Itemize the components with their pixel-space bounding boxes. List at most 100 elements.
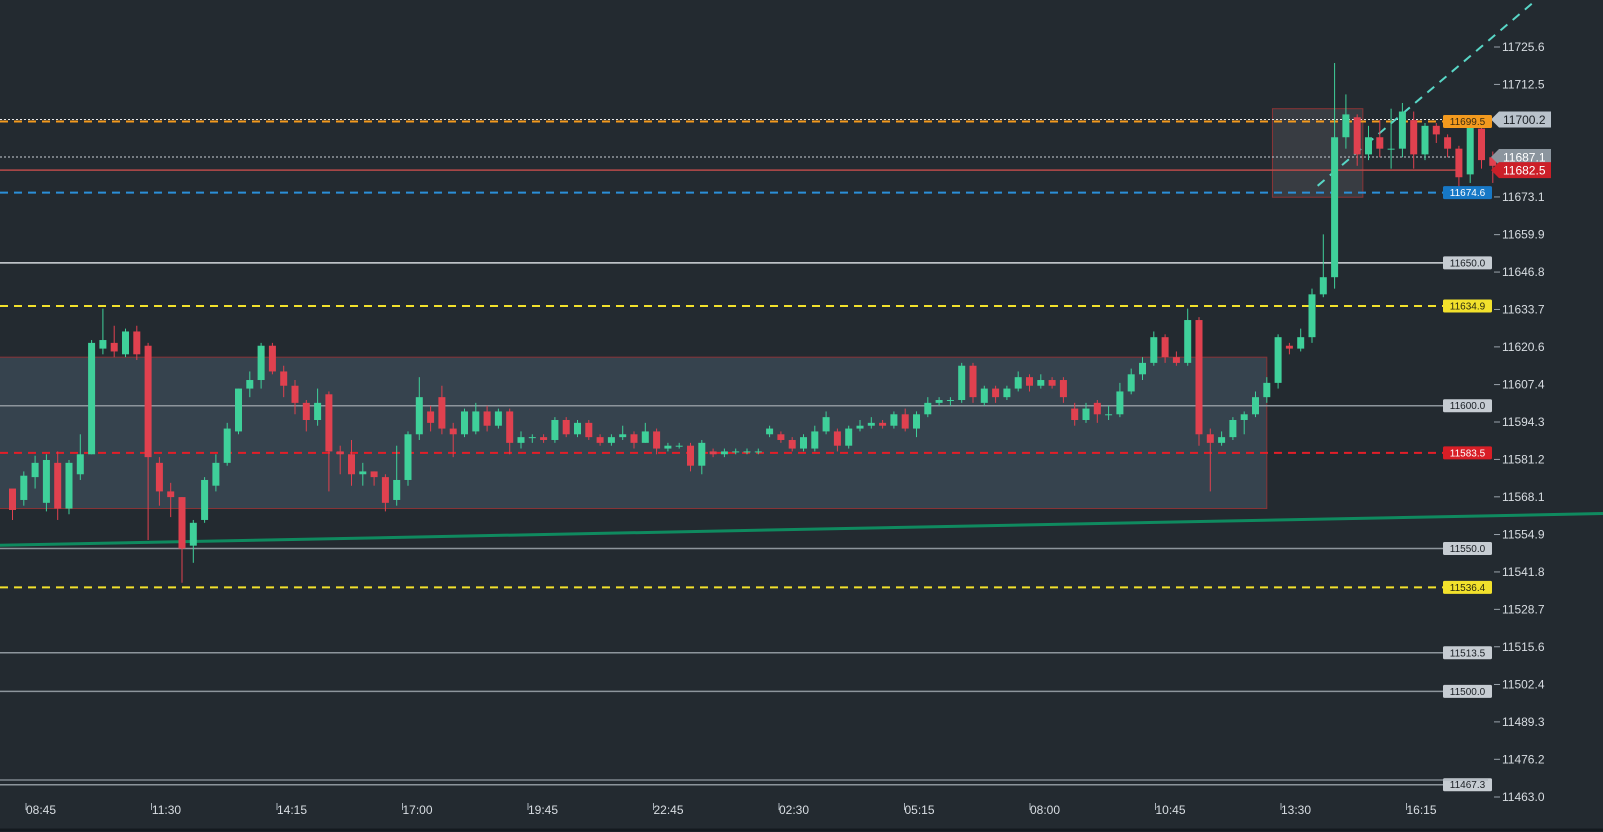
candle-body (980, 388, 988, 403)
candle-down (9, 488, 16, 520)
candle-body (167, 491, 175, 498)
candle-up (1218, 431, 1226, 446)
candle-up (1150, 331, 1158, 366)
candle-up (76, 434, 84, 480)
candle-down (336, 445, 344, 475)
candle-body (178, 497, 186, 549)
candle-body (506, 411, 514, 443)
candle-body (517, 437, 525, 443)
candle-down (167, 482, 175, 518)
candle-body (867, 422, 875, 426)
candle-body (325, 394, 333, 452)
candle-down (1071, 402, 1079, 426)
candle-up (811, 425, 819, 452)
candle-body (619, 434, 627, 438)
price-tag-text: 11467.3 (1450, 780, 1486, 791)
candle-body (540, 437, 548, 440)
x-tick-label: 19:45 (528, 803, 558, 817)
y-tick-label: 11515.6 (1502, 640, 1545, 654)
candle-body (1297, 337, 1305, 349)
price-tag: 11699.5 (1443, 115, 1492, 129)
candle-up (212, 454, 220, 492)
price-tag-text: 11700.2 (1503, 113, 1546, 127)
price-tag: 11682.5 (1491, 162, 1551, 179)
candle-body (596, 437, 604, 443)
candle-up (822, 411, 830, 435)
price-tag: 11467.3 (1443, 778, 1492, 792)
candle-body (1195, 320, 1203, 435)
candle-body (54, 462, 62, 509)
candle-up (720, 448, 728, 458)
price-tag-text: 11674.6 (1450, 188, 1486, 199)
candle-body (856, 425, 864, 429)
range-boxes (0, 108, 1364, 510)
candle-up (404, 431, 412, 486)
candle-body (427, 411, 435, 423)
candle-down (1206, 428, 1214, 492)
candle-up (359, 462, 367, 486)
y-tick-label: 11568.1 (1502, 490, 1545, 504)
x-tick-label: 13:30 (1281, 803, 1311, 817)
candle-body (528, 437, 536, 439)
candle-body (958, 365, 966, 401)
candle-body (630, 434, 638, 443)
candle-body (833, 431, 841, 446)
price-tag-text: 11500.0 (1450, 687, 1486, 698)
candle-body (732, 451, 740, 453)
price-tag-bg (1443, 646, 1492, 660)
y-axis[interactable]: 11725.611712.511699.311686.211673.111659… (1494, 40, 1545, 804)
candle-body (1082, 408, 1090, 421)
price-tag-bg (1491, 111, 1551, 128)
candle-up (867, 417, 875, 429)
candle-up (924, 397, 932, 418)
candle-body (1161, 337, 1169, 358)
candle-up (517, 431, 525, 449)
candle-down (449, 422, 457, 458)
candle-body (201, 479, 209, 520)
x-tick-label: 14:15 (277, 803, 307, 817)
candle-body (302, 402, 310, 421)
candle-body (1444, 137, 1452, 149)
candle-up (246, 371, 254, 398)
candle-body (1387, 148, 1395, 150)
candle-body (1127, 374, 1135, 392)
candle-body (133, 331, 141, 355)
candle-body (800, 437, 807, 449)
price-tag-bg (1443, 399, 1492, 413)
candle-up (551, 417, 559, 443)
candle-down (155, 457, 163, 506)
y-tick-label: 11541.8 (1502, 565, 1545, 579)
candle-up (1082, 402, 1090, 423)
candle-up (1116, 382, 1124, 418)
candle-up (641, 422, 649, 443)
candle-down (1161, 334, 1169, 363)
price-tag: 11674.6 (1443, 186, 1492, 200)
candle-down (1093, 400, 1101, 423)
candle-body (698, 442, 706, 466)
price-tag-bg (1443, 684, 1492, 698)
y-tick-label: 11673.1 (1502, 190, 1545, 204)
price-tag-bg (1491, 162, 1551, 179)
candle-down (562, 417, 570, 438)
candle-body (1398, 111, 1406, 149)
candle-up (1466, 120, 1474, 183)
candle-body (777, 434, 785, 440)
candle-down (540, 434, 548, 443)
candle-up (472, 402, 480, 435)
candle-down (1432, 122, 1440, 143)
range-box (0, 356, 1268, 510)
candle-down (687, 442, 694, 472)
candle-body (20, 475, 28, 500)
candle-down (280, 365, 288, 398)
x-axis[interactable]: 08:45 11:30 14:15 17:00 19:45 22:45 02:30 05:15… (0, 779, 1603, 832)
price-tag-bg (1443, 299, 1492, 313)
candle-down (788, 437, 796, 452)
candle-down (1353, 114, 1361, 166)
candle-body (1026, 377, 1033, 386)
candle-body (1184, 320, 1192, 363)
candle-down (1410, 111, 1418, 169)
x-tick-label: 16:15 (1406, 803, 1436, 817)
candle-up (935, 397, 943, 406)
